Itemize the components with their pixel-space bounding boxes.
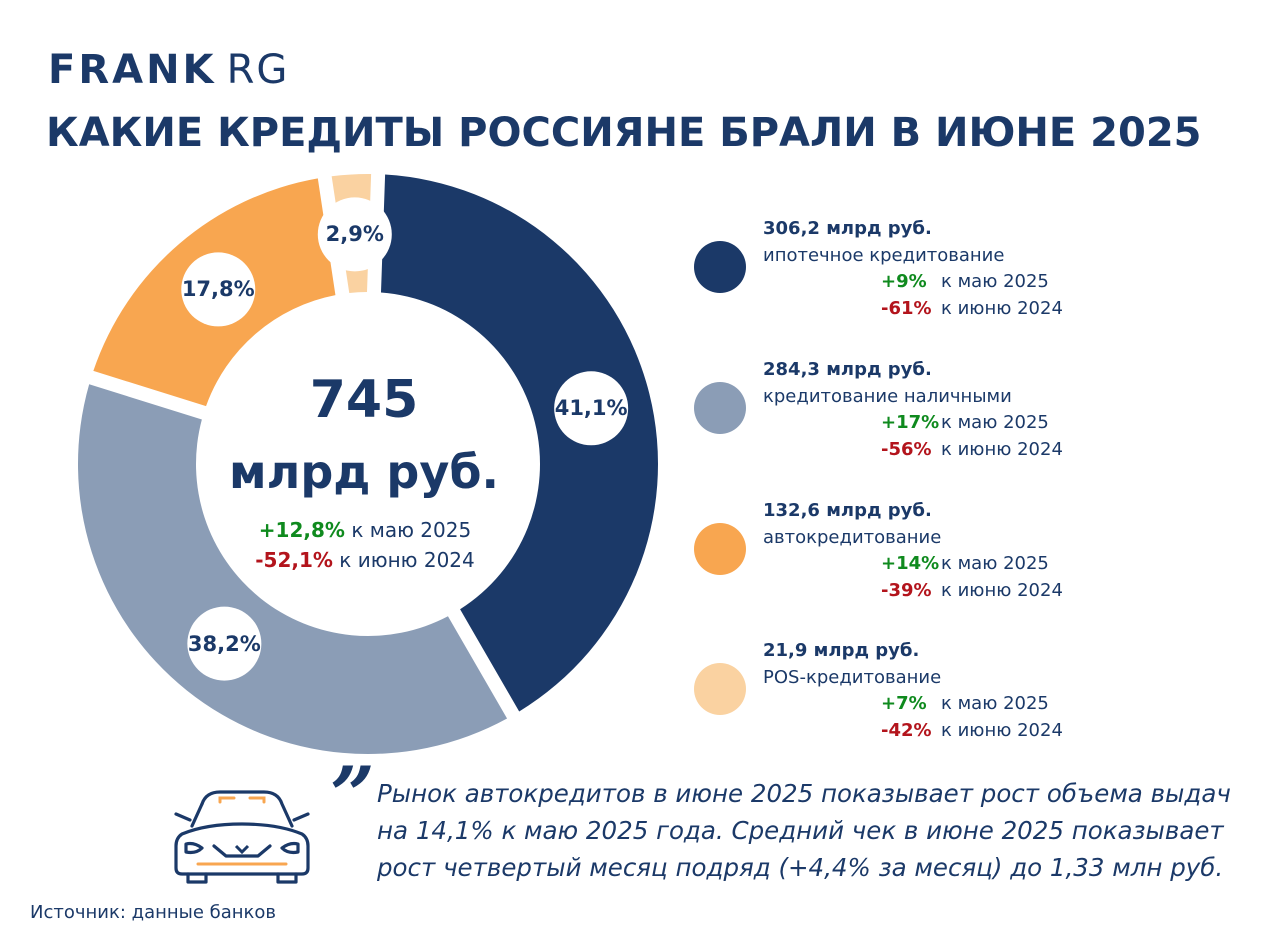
legend-change-month-text: к маю 2025 bbox=[941, 271, 1049, 292]
legend-change-month-value: +14% bbox=[881, 553, 940, 574]
legend-amount: 132,6 млрд руб. bbox=[763, 500, 932, 521]
legend-change-year: -39% к июню 2024 bbox=[763, 578, 1063, 605]
center-change-year: -52,1% к июню 2024 bbox=[200, 545, 530, 575]
legend-item-cash: 284,3 млрд руб. кредитование наличными +… bbox=[694, 357, 1254, 477]
legend-change-month: +9% к маю 2025 bbox=[763, 269, 1063, 296]
legend-change-year-value: -42% bbox=[881, 719, 932, 741]
legend-change-month: +7% к маю 2025 bbox=[763, 691, 1063, 718]
percent-label-pos: 2,9% bbox=[325, 222, 384, 247]
legend-dot-auto bbox=[694, 523, 746, 575]
percent-badge-pos bbox=[317, 197, 392, 272]
donut-slice-cash bbox=[77, 384, 508, 755]
legend-change-year-value: -61% bbox=[881, 297, 932, 319]
legend-dot-pos bbox=[694, 663, 746, 715]
legend-change-year-text: к июню 2024 bbox=[941, 719, 1063, 741]
quote-text: Рынок автокредитов в июне 2025 показывае… bbox=[377, 779, 1231, 882]
legend-change-month-text: к маю 2025 bbox=[941, 693, 1049, 714]
legend-dot-cash bbox=[694, 382, 746, 434]
legend-change-year-text: к июню 2024 bbox=[941, 297, 1063, 319]
legend-change-month: +14% к маю 2025 bbox=[763, 551, 1063, 578]
percent-badge-auto bbox=[181, 252, 256, 327]
legend-change-year-value: -56% bbox=[881, 438, 932, 460]
legend-change-year-text: к июню 2024 bbox=[941, 579, 1063, 601]
legend-category: POS-кредитование bbox=[763, 666, 942, 688]
legend-change-month: +17% к маю 2025 bbox=[763, 410, 1063, 437]
legend-change-month-value: +9% bbox=[881, 271, 927, 292]
legend-change-month-text: к маю 2025 bbox=[941, 553, 1049, 574]
legend-change-month-text: к маю 2025 bbox=[941, 412, 1049, 433]
center-change-year-value: -52,1% bbox=[255, 548, 333, 572]
car-icon bbox=[174, 790, 310, 884]
brand-logo-bold: FRANK bbox=[48, 47, 217, 93]
donut-chart bbox=[77, 174, 658, 755]
percent-badge-cash bbox=[187, 606, 262, 681]
brand-logo-regular: RG bbox=[226, 47, 290, 93]
legend-dot-mortgage bbox=[694, 241, 746, 293]
legend-amount: 284,3 млрд руб. bbox=[763, 359, 932, 380]
percent-label-cash: 38,2% bbox=[187, 631, 261, 656]
legend-category: кредитование наличными bbox=[763, 385, 1012, 407]
percent-label-auto: 17,8% bbox=[181, 277, 255, 302]
legend-amount: 306,2 млрд руб. bbox=[763, 218, 932, 239]
source-note: Источник: данные банков bbox=[30, 902, 277, 923]
center-total-unit: млрд руб. bbox=[229, 445, 499, 499]
percent-badge-mortgage bbox=[554, 371, 629, 446]
center-change-month-value: +12,8% bbox=[258, 518, 345, 542]
legend-change-month-value: +17% bbox=[881, 412, 940, 433]
legend-change-year-text: к июню 2024 bbox=[941, 438, 1063, 460]
legend-item-auto: 132,6 млрд руб. автокредитование +14% к м… bbox=[694, 498, 1254, 618]
center-change-year-text: к июню 2024 bbox=[339, 548, 475, 572]
legend-category: ипотечное кредитование bbox=[763, 244, 1005, 266]
legend-change-year: -42% к июню 2024 bbox=[763, 718, 1063, 745]
percent-label-mortgage: 41,1% bbox=[554, 396, 628, 421]
legend-item-mortgage: 306,2 млрд руб. ипотечное кредитование +… bbox=[694, 216, 1254, 336]
legend-change-year: -56% к июню 2024 bbox=[763, 437, 1063, 464]
page-title: КАКИЕ КРЕДИТЫ РОССИЯНЕ БРАЛИ В ИЮНЕ 2025 bbox=[46, 110, 1202, 156]
legend-amount: 21,9 млрд руб. bbox=[763, 640, 920, 661]
donut-slice-mortgage bbox=[380, 174, 658, 712]
legend-change-year-value: -39% bbox=[881, 579, 932, 601]
legend-category: автокредитование bbox=[763, 526, 942, 548]
center-change-month-text: к маю 2025 bbox=[351, 518, 472, 542]
center-change-month: +12,8% к маю 2025 bbox=[200, 515, 530, 545]
legend-change-year: -61% к июню 2024 bbox=[763, 296, 1063, 323]
legend-item-pos: 21,9 млрд руб. POS-кредитование +7% к маю… bbox=[694, 638, 1254, 758]
brand-logo: FRANK RG bbox=[48, 48, 289, 92]
center-total-value: 745 bbox=[309, 370, 419, 430]
quote-mark-icon: ” bbox=[330, 750, 375, 841]
legend-change-month-value: +7% bbox=[881, 693, 927, 714]
